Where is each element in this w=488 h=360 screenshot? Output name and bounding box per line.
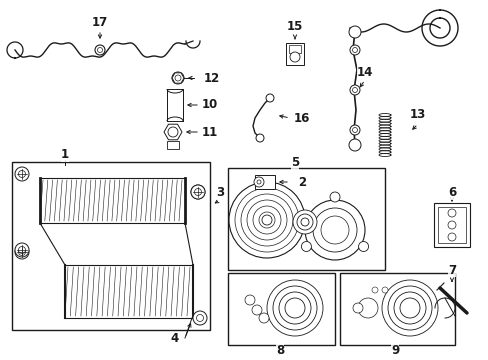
Circle shape [381, 287, 387, 293]
Circle shape [348, 139, 360, 151]
Bar [12, 162, 209, 330]
Circle shape [256, 134, 264, 142]
Text: 10: 10 [202, 99, 218, 112]
Circle shape [349, 85, 359, 95]
Text: 3: 3 [216, 186, 224, 199]
Circle shape [349, 45, 359, 55]
Circle shape [95, 45, 105, 55]
Circle shape [265, 94, 273, 102]
Circle shape [352, 127, 357, 132]
Circle shape [257, 180, 261, 184]
Text: 1: 1 [61, 148, 69, 162]
Circle shape [447, 209, 455, 217]
Circle shape [253, 177, 264, 187]
Circle shape [97, 48, 102, 53]
Text: 4: 4 [170, 332, 179, 345]
Circle shape [15, 167, 29, 181]
Bar [285, 43, 304, 65]
Circle shape [320, 216, 348, 244]
Circle shape [352, 48, 357, 53]
Text: 16: 16 [293, 112, 309, 125]
Circle shape [357, 298, 377, 318]
Text: 2: 2 [297, 175, 305, 189]
Bar [167, 141, 179, 149]
Text: 14: 14 [356, 66, 372, 78]
Circle shape [251, 305, 262, 315]
Bar [227, 273, 334, 345]
Circle shape [259, 313, 268, 323]
Circle shape [352, 303, 362, 313]
Circle shape [348, 26, 360, 38]
Circle shape [194, 189, 201, 195]
Circle shape [15, 245, 29, 259]
Circle shape [447, 233, 455, 241]
Circle shape [19, 171, 25, 177]
Circle shape [193, 311, 206, 325]
Circle shape [19, 248, 25, 256]
Circle shape [196, 315, 203, 321]
Bar [254, 175, 274, 189]
Circle shape [292, 210, 316, 234]
Bar [433, 203, 469, 247]
Circle shape [447, 221, 455, 229]
Circle shape [15, 243, 29, 257]
Bar [437, 207, 465, 243]
Circle shape [172, 72, 183, 84]
Circle shape [312, 208, 356, 252]
Text: 7: 7 [447, 264, 455, 276]
Circle shape [352, 87, 357, 93]
Text: 8: 8 [275, 343, 284, 356]
Circle shape [191, 185, 204, 199]
Circle shape [301, 218, 308, 226]
Text: 17: 17 [92, 15, 108, 28]
Circle shape [262, 215, 271, 225]
Circle shape [329, 192, 339, 202]
Bar [288, 45, 301, 53]
Circle shape [168, 127, 178, 137]
Circle shape [191, 185, 204, 199]
Circle shape [228, 182, 305, 258]
Circle shape [371, 287, 377, 293]
Bar [227, 168, 384, 270]
Circle shape [349, 125, 359, 135]
Circle shape [301, 242, 311, 252]
Circle shape [305, 200, 364, 260]
Polygon shape [163, 124, 182, 140]
Text: 6: 6 [447, 186, 455, 199]
Circle shape [358, 242, 368, 252]
Text: 15: 15 [286, 21, 303, 33]
Text: 12: 12 [203, 72, 220, 85]
Polygon shape [172, 73, 183, 83]
Text: 13: 13 [409, 108, 425, 122]
Bar [167, 89, 183, 121]
Circle shape [175, 75, 181, 81]
Circle shape [289, 52, 299, 62]
Bar [339, 273, 454, 345]
Text: 11: 11 [202, 126, 218, 139]
Circle shape [19, 247, 25, 253]
Text: 9: 9 [390, 343, 398, 356]
Circle shape [244, 295, 254, 305]
Text: 5: 5 [290, 157, 299, 170]
Circle shape [296, 214, 312, 230]
